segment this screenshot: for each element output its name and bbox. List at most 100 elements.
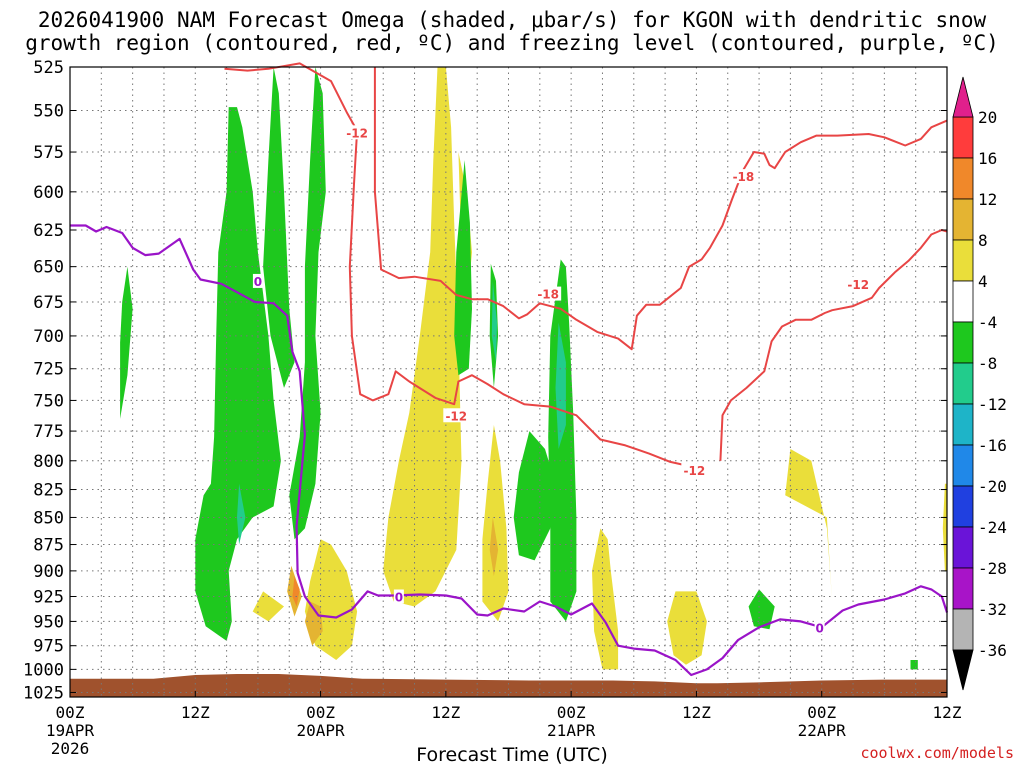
omega-region-5 (237, 483, 246, 545)
colorbar-label-0: 20 (978, 108, 997, 127)
snow-growth-contour-2 (719, 229, 948, 461)
chart-title-line2: growth region (contoured, red, ºC) and f… (25, 31, 999, 55)
contour-label-bg-1 (730, 169, 757, 184)
omega-region-2 (263, 67, 295, 388)
y-tick-label-13: 850 (33, 508, 64, 528)
snow-growth-contour-1 (373, 67, 948, 351)
y-tick-label-15: 900 (33, 562, 64, 582)
colorbar-label-2: 12 (978, 190, 997, 209)
chart-title-line1: 2026041900 NAM Forecast Omega (shaded, μ… (37, 8, 987, 32)
x-tick-label-3: 12Z (431, 703, 460, 722)
colorbar-band-0 (952, 116, 974, 159)
y-tick-label-10: 775 (33, 422, 64, 442)
colorbar-band-11 (952, 567, 974, 610)
colorbar-band-4 (952, 280, 974, 323)
colorbar-top-arrow (952, 76, 974, 118)
plot-frame (69, 66, 948, 698)
y-tick-label-17: 950 (33, 612, 64, 632)
omega-region-26 (910, 660, 918, 670)
omega-region-25 (942, 483, 947, 571)
contour-label-bg-8 (814, 620, 825, 635)
y-tick-label-5: 650 (33, 258, 64, 278)
colorbar-label-4: 4 (978, 272, 988, 291)
colorbar-label-8: -16 (978, 436, 1007, 455)
colorbar-label-1: 16 (978, 149, 997, 168)
omega-region-24 (785, 449, 833, 602)
axes-layer: 525 550 575 600 625 650 675 700 725 750 775 800 825 8… (23, 58, 962, 758)
x-tick-label-6: 00Z (807, 703, 836, 722)
omega-region-1 (195, 107, 281, 641)
x-tick-date-2: 20APR (296, 721, 345, 740)
x-tick-date-6: 22APR (798, 721, 847, 740)
colorbar-band-3 (952, 239, 974, 282)
terrain-layer (70, 674, 947, 697)
contour-label-bg-2 (535, 286, 562, 301)
x-tick-date-0: 19APR (46, 721, 95, 740)
contour-label-2: -18 (537, 288, 559, 302)
colorbar-band-9 (952, 485, 974, 528)
x-tick-label-0: 00Z (56, 703, 85, 722)
omega-region-6 (383, 67, 462, 607)
y-tick-label-4: 625 (33, 221, 64, 241)
contour-label-0: -12 (346, 126, 368, 140)
omega-region-20 (555, 322, 566, 449)
omega-region-4 (289, 67, 326, 540)
contour-label-6: 0 (254, 275, 262, 289)
y-tick-label-20: 1025 (23, 683, 64, 703)
omega-shading-layer (70, 67, 947, 697)
contour-label-layer: -12 -18 -18 -12 -12 -12 0 0 0 (252, 125, 872, 635)
colorbar-label-13: -36 (978, 641, 1007, 660)
omega-region-13 (454, 160, 472, 376)
omega-region-22 (667, 591, 707, 665)
contour-label-1: -18 (733, 170, 755, 184)
snow-growth-contour-0 (224, 62, 687, 467)
colorbar: 20 16 12 8 4 -4 -8 -12 -16 -20 -24 -28 -32 -36 (952, 76, 1007, 691)
contour-label-4: -12 (445, 409, 467, 423)
contour-label-bg-3 (845, 276, 872, 291)
omega-region-19 (548, 259, 577, 622)
colorbar-band-2 (952, 198, 974, 241)
y-tick-label-6: 675 (33, 293, 64, 313)
colorbar-label-3: 8 (978, 231, 988, 250)
contour-label-bg-4 (443, 408, 470, 423)
omega-region-18 (513, 431, 556, 561)
contour-layer (70, 62, 949, 677)
omega-region-9 (252, 591, 284, 622)
colorbar-label-5: -4 (978, 313, 997, 332)
contour-label-8: 0 (815, 621, 823, 635)
x-tick-year-0: 2026 (51, 739, 90, 758)
omega-region-12 (292, 576, 300, 607)
colorbar-band-6 (952, 362, 974, 405)
contour-label-bg-0 (344, 125, 371, 140)
y-tick-label-16: 925 (33, 587, 64, 607)
omega-region-0 (120, 266, 133, 419)
x-tick-label-4: 00Z (557, 703, 586, 722)
colorbar-band-8 (952, 444, 974, 487)
colorbar-band-7 (952, 403, 974, 446)
y-tick-label-0: 525 (33, 58, 64, 78)
colorbar-label-11: -28 (978, 559, 1007, 578)
x-tick-label-5: 12Z (682, 703, 711, 722)
contour-label-bg-5 (681, 463, 708, 478)
site-credit: coolwx.com/models (860, 744, 1014, 762)
x-tick-date-4: 21APR (547, 721, 596, 740)
y-tick-label-18: 975 (33, 637, 64, 657)
colorbar-label-6: -8 (978, 354, 997, 373)
colorbar-band-5 (952, 321, 974, 364)
omega-region-10 (304, 601, 323, 646)
x-tick-label-7: 12Z (933, 703, 962, 722)
colorbar-label-12: -32 (978, 600, 1007, 619)
y-tick-label-19: 1000 (23, 660, 64, 680)
x-axis-title: Forecast Time (UTC) (416, 744, 608, 766)
colorbar-band-12 (952, 608, 974, 651)
y-tick-label-2: 575 (33, 143, 64, 163)
terrain-fill (70, 674, 947, 697)
y-tick-label-14: 875 (33, 536, 64, 556)
contour-label-7: 0 (395, 590, 403, 604)
omega-region-23 (748, 589, 775, 630)
y-tick-label-9: 750 (33, 391, 64, 411)
freezing-level-line (70, 224, 949, 677)
colorbar-label-7: -12 (978, 395, 1007, 414)
